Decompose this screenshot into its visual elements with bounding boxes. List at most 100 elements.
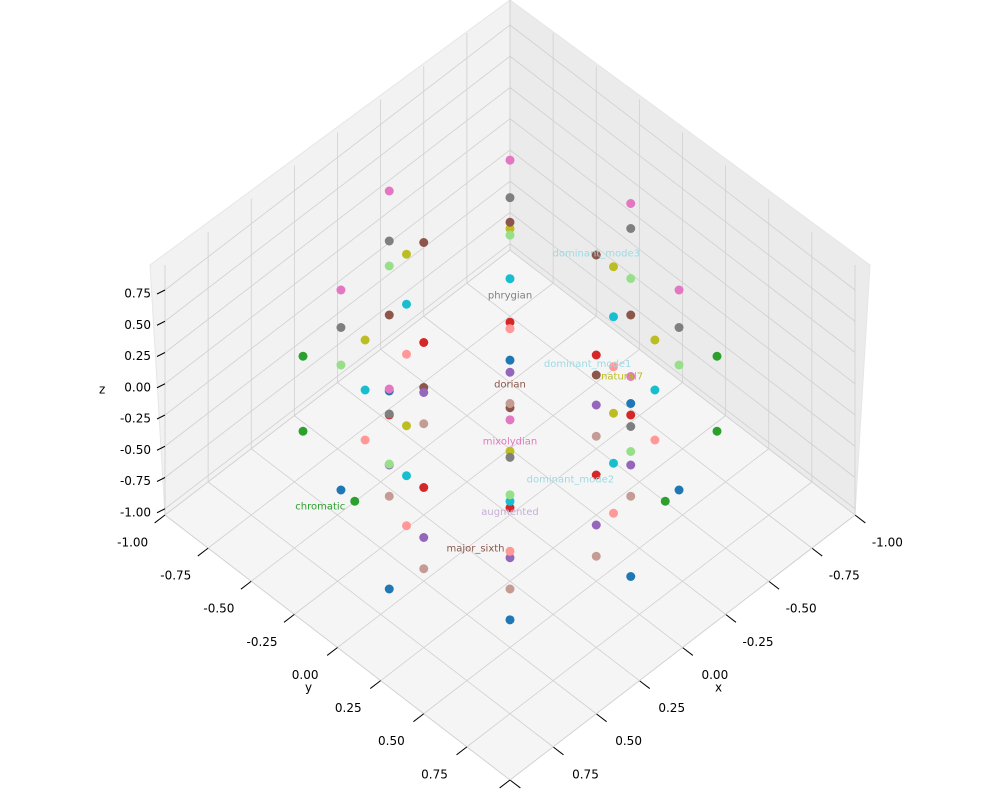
point bbox=[384, 491, 394, 501]
grid-line bbox=[251, 315, 597, 582]
y-tick bbox=[154, 514, 166, 524]
point bbox=[626, 399, 636, 408]
y-tick-label: 0.50 bbox=[378, 734, 405, 748]
point bbox=[591, 431, 601, 441]
annotation: phrygian bbox=[488, 291, 532, 302]
point bbox=[505, 615, 515, 625]
z-tick-label: 0.75 bbox=[124, 287, 151, 301]
grid-line bbox=[164, 180, 511, 447]
point bbox=[384, 409, 394, 419]
grid-line bbox=[164, 118, 511, 385]
x-tick-label: 0.25 bbox=[658, 701, 685, 715]
point bbox=[505, 503, 515, 513]
y-tick-label: 0.00 bbox=[292, 668, 319, 682]
point bbox=[505, 324, 515, 334]
y-tick bbox=[197, 547, 209, 557]
y-tick bbox=[369, 680, 381, 689]
y-tick bbox=[456, 746, 468, 756]
point bbox=[609, 262, 618, 272]
x-tick bbox=[854, 514, 866, 524]
y-tick bbox=[283, 613, 295, 623]
point bbox=[419, 564, 429, 574]
point bbox=[626, 310, 636, 320]
point bbox=[336, 323, 346, 332]
point bbox=[609, 362, 618, 372]
point bbox=[505, 155, 515, 165]
point bbox=[650, 385, 660, 395]
grid-line bbox=[509, 87, 856, 353]
z-tick-label: -0.75 bbox=[120, 474, 151, 488]
x-tick bbox=[552, 746, 564, 756]
grid-line bbox=[164, 149, 511, 416]
x-tick-label: -0.75 bbox=[829, 569, 860, 583]
point bbox=[674, 360, 684, 370]
point bbox=[505, 584, 515, 594]
x-tick-label: -1.00 bbox=[872, 535, 903, 549]
point bbox=[591, 520, 601, 530]
x-tick-label: -0.25 bbox=[742, 635, 773, 649]
x-tick-label: -0.50 bbox=[786, 602, 817, 616]
point bbox=[591, 350, 601, 360]
z-tick-label: -1.00 bbox=[120, 505, 151, 519]
z-axis-label: z bbox=[99, 383, 105, 397]
grid-line bbox=[207, 282, 554, 549]
z-tick-label: 0.50 bbox=[124, 318, 151, 332]
y-tick bbox=[240, 580, 252, 590]
z-tick-label: 0.00 bbox=[124, 380, 151, 394]
annotation: dominant_mode3 bbox=[553, 248, 640, 259]
point bbox=[298, 351, 308, 361]
point bbox=[336, 485, 346, 495]
x-tick bbox=[509, 779, 521, 789]
point bbox=[402, 471, 411, 481]
point bbox=[505, 490, 515, 500]
x-tick bbox=[768, 580, 780, 590]
point bbox=[626, 224, 636, 233]
y-tick bbox=[413, 713, 425, 723]
point bbox=[609, 408, 618, 418]
point bbox=[384, 584, 394, 594]
z-tick-label: -0.25 bbox=[120, 412, 151, 426]
point bbox=[591, 250, 601, 260]
annotation: augmented bbox=[481, 507, 538, 518]
point bbox=[336, 285, 346, 295]
point bbox=[609, 508, 618, 518]
annotation: dorian bbox=[494, 380, 526, 391]
y-tick-label: -0.25 bbox=[246, 635, 277, 649]
point bbox=[419, 483, 429, 492]
z-tick bbox=[156, 320, 166, 326]
x-tick bbox=[639, 680, 651, 689]
z-tick-label: 0.25 bbox=[124, 349, 151, 363]
y-tick-label: 0.75 bbox=[421, 767, 448, 781]
point bbox=[591, 400, 601, 410]
x-tick bbox=[595, 713, 607, 723]
point bbox=[650, 335, 660, 345]
grid-line bbox=[164, 243, 511, 510]
z-tick bbox=[156, 352, 166, 357]
y-tick-label: 0.25 bbox=[335, 701, 362, 715]
annotation: dominant_mode1 bbox=[544, 359, 631, 370]
y-tick-label: -0.50 bbox=[203, 602, 234, 616]
x-tick bbox=[725, 613, 737, 623]
point bbox=[505, 274, 515, 284]
x-tick-label: 0.50 bbox=[615, 734, 642, 748]
annotation: chromatic bbox=[295, 501, 345, 512]
point bbox=[712, 351, 722, 361]
point bbox=[360, 335, 370, 345]
y-tick-label: -0.75 bbox=[160, 569, 191, 583]
grid-line bbox=[337, 382, 683, 648]
point bbox=[419, 533, 429, 542]
point bbox=[505, 452, 515, 462]
grid-line bbox=[164, 55, 511, 322]
grid-line bbox=[509, 118, 856, 385]
point bbox=[591, 470, 601, 480]
x-tick bbox=[811, 547, 823, 557]
point bbox=[505, 317, 515, 327]
point bbox=[384, 459, 394, 469]
point bbox=[384, 384, 394, 394]
point bbox=[384, 236, 394, 246]
z-tick bbox=[156, 289, 166, 295]
point bbox=[402, 349, 411, 359]
z-tick-label: -0.50 bbox=[120, 443, 151, 457]
x-tick-label: 0.00 bbox=[701, 668, 728, 682]
point bbox=[626, 422, 636, 431]
